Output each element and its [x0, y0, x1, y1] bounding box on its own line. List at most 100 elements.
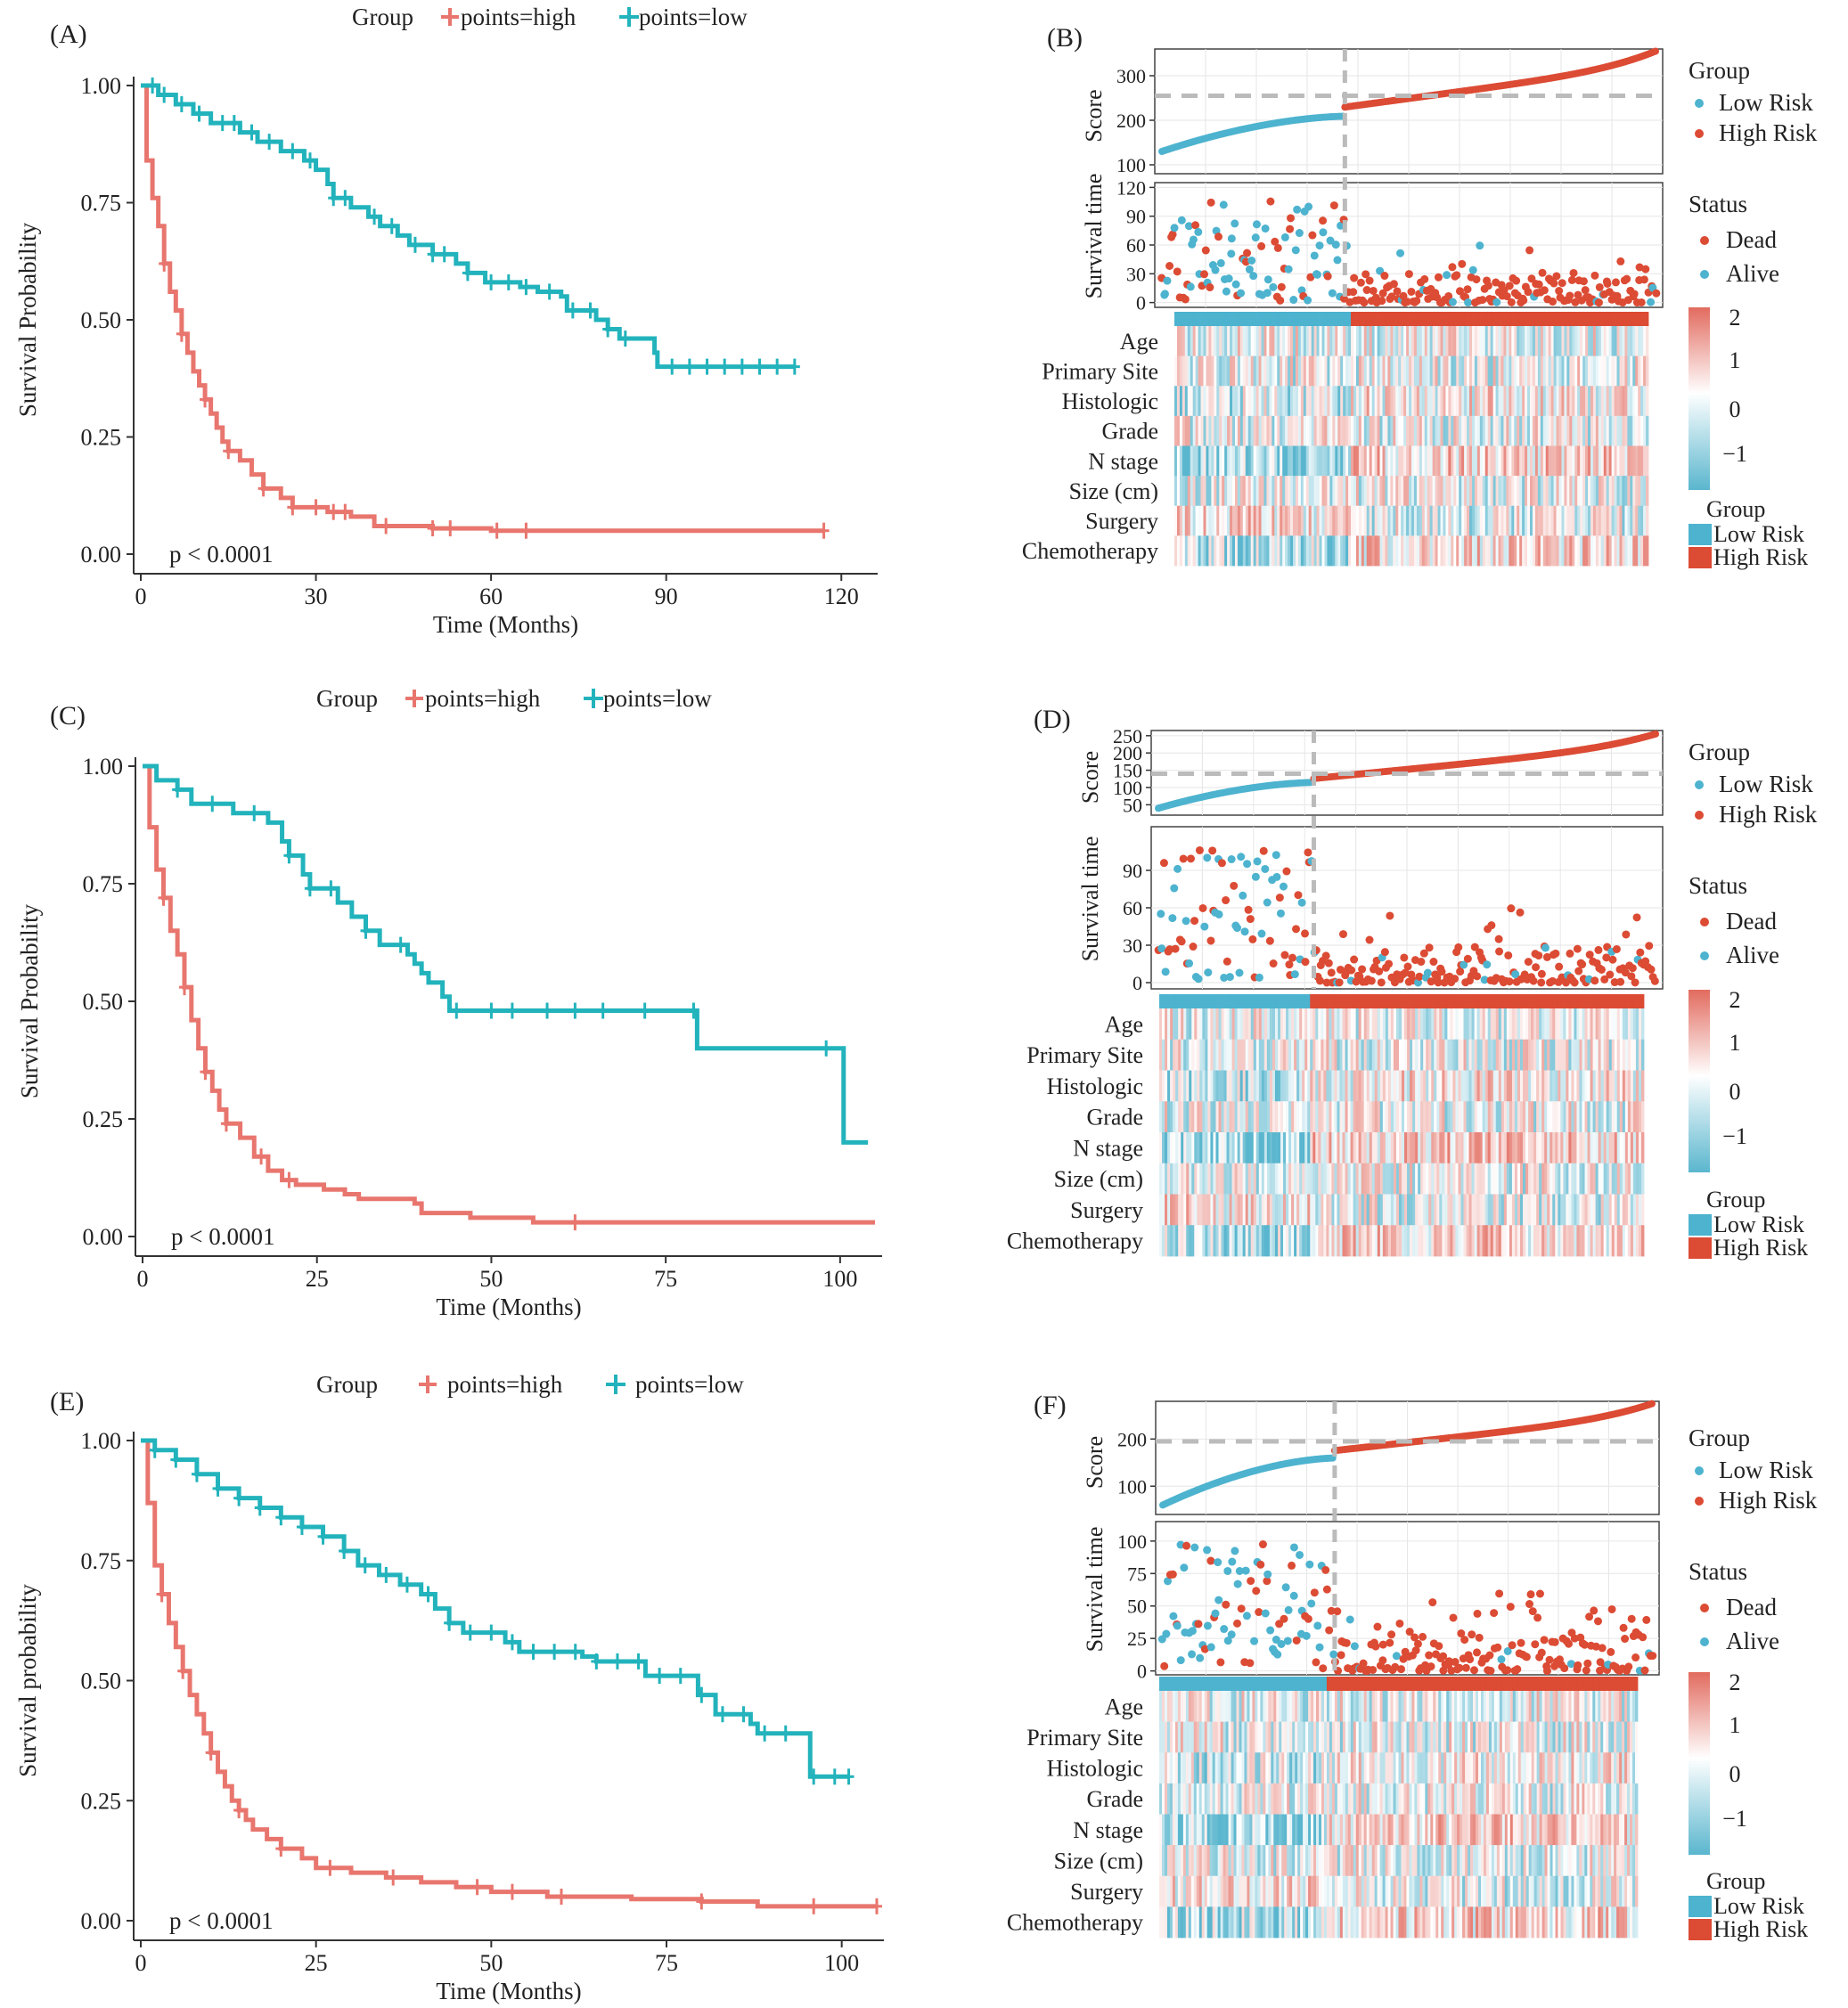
dead-point [1538, 268, 1547, 277]
heatmap-cell [1329, 1132, 1332, 1164]
heatmap-cell [1191, 1070, 1195, 1102]
heatmap-cell [1316, 326, 1320, 357]
heat-legend-high-label: High Risk [1713, 1235, 1808, 1261]
heatmap-cell [1178, 1070, 1182, 1102]
group-bar-cell [1282, 312, 1286, 326]
group-bar-cell [1382, 312, 1386, 326]
heatmap-cell [1337, 476, 1341, 507]
heatmap-cell [1339, 1039, 1343, 1071]
heatmap-cell [1416, 326, 1420, 357]
heatmap-cell [1253, 1163, 1257, 1195]
heatmap-cell [1319, 326, 1322, 357]
heatmap-cell [1471, 355, 1476, 387]
heatmap-cell [1606, 1163, 1610, 1195]
heatmap-cell [1564, 355, 1567, 387]
heatmap-cell [1412, 1194, 1416, 1226]
heatmap-cell [1500, 1132, 1505, 1164]
heatmap-cell [1286, 1163, 1289, 1195]
heatmap-cell [1455, 1163, 1459, 1195]
heatmap-cell [1214, 326, 1217, 357]
heatmap-cell [1187, 326, 1191, 357]
heatmap-cell [1418, 1101, 1421, 1133]
heatmap-cell [1382, 386, 1386, 417]
group-bar-cell [1580, 312, 1583, 326]
heatmap-cell [1195, 355, 1198, 387]
heatmap-cell [1324, 386, 1328, 417]
heatmap-cell [1311, 355, 1315, 387]
group-bar-cell [1327, 312, 1330, 326]
heatmap-cell [1600, 1070, 1605, 1102]
heatmap-cell [1398, 386, 1402, 417]
heatmap-cell [1398, 1163, 1402, 1195]
heatmap-cell [1214, 476, 1217, 507]
heatmap-cell [1206, 445, 1209, 477]
group-bar-cell [1564, 312, 1567, 326]
heatmap-cell [1606, 445, 1610, 477]
group-bar-cell [1603, 994, 1607, 1008]
heatmap-cell [1410, 1163, 1413, 1195]
group-bar-cell [1374, 312, 1378, 326]
heatmap-cell [1237, 1039, 1241, 1071]
group-bar-cell [1421, 312, 1426, 326]
heatmap-cell [1490, 1225, 1494, 1257]
heatmap-cell [1250, 445, 1255, 477]
alive-point [1253, 857, 1262, 866]
group-bar-cell [1409, 312, 1412, 326]
heatmap-cell [1199, 1194, 1203, 1226]
heatmap-cell [1404, 1194, 1408, 1226]
heatmap-cell [1409, 326, 1412, 357]
heatmap-cell [1174, 326, 1178, 357]
heatmap-cell [1640, 1132, 1645, 1164]
heatmap-cell [1159, 1070, 1163, 1102]
heatmap-cell [1471, 386, 1476, 417]
group-bar-cell [1416, 312, 1420, 326]
heatmap-cell [1630, 415, 1633, 446]
heatmap-cell [1202, 1194, 1206, 1226]
dead-point [1358, 965, 1367, 974]
heatmap-cell [1420, 1101, 1424, 1133]
heatmap-cell [1327, 386, 1330, 417]
alive-point [1272, 872, 1281, 881]
heatmap-cell [1574, 1008, 1577, 1041]
dead-point [1407, 970, 1416, 979]
heatmap-cell [1533, 1163, 1537, 1195]
alive-point [1414, 978, 1423, 987]
heatmap-cell [1230, 386, 1233, 417]
heatmap-cell [1646, 415, 1649, 446]
heatmap-cell [1245, 1039, 1249, 1071]
heatmap-cell [1534, 355, 1539, 387]
heatmap-cell [1390, 1070, 1394, 1102]
heatmap-cell [1197, 1070, 1200, 1102]
heatmap-cell [1467, 355, 1470, 387]
heatmap-cell [1619, 505, 1623, 536]
heatmap-cell [1545, 445, 1550, 477]
heatmap-cell [1296, 1163, 1300, 1195]
heatmap-cell [1250, 1163, 1255, 1195]
heatmap-cell [1327, 415, 1330, 446]
heatmap-cell [1582, 1163, 1585, 1195]
heatmap-cell [1374, 1225, 1378, 1257]
legend-alive-dot [1700, 270, 1709, 279]
heatmap-cell [1221, 1101, 1224, 1133]
heatmap-cell [1479, 1163, 1484, 1195]
heatmap-cell [1218, 1225, 1222, 1257]
heatmap-cell [1640, 1101, 1645, 1133]
alive-point [1237, 289, 1246, 298]
heatmap-cell [1423, 1008, 1427, 1041]
alive-point [1291, 246, 1300, 255]
heatmap-cell [1616, 355, 1620, 387]
heatmap-cell [1638, 1194, 1642, 1226]
heatmap-cell [1269, 476, 1272, 507]
heatmap-cell [1332, 535, 1336, 567]
heatmap-cell [1189, 1132, 1192, 1164]
heatmap-cell [1404, 1101, 1408, 1133]
dead-point [1399, 291, 1408, 300]
heatmap-cell [1616, 386, 1620, 417]
heatmap-cell [1165, 1132, 1168, 1164]
heatmap-cell [1431, 1101, 1435, 1133]
heatmap-row-label: Grade [1101, 419, 1158, 445]
heatmap-cell [1355, 476, 1360, 507]
group-bar-cell [1170, 994, 1173, 1008]
heatmap-cell [1369, 386, 1373, 417]
heatmap-cell [1250, 505, 1255, 536]
